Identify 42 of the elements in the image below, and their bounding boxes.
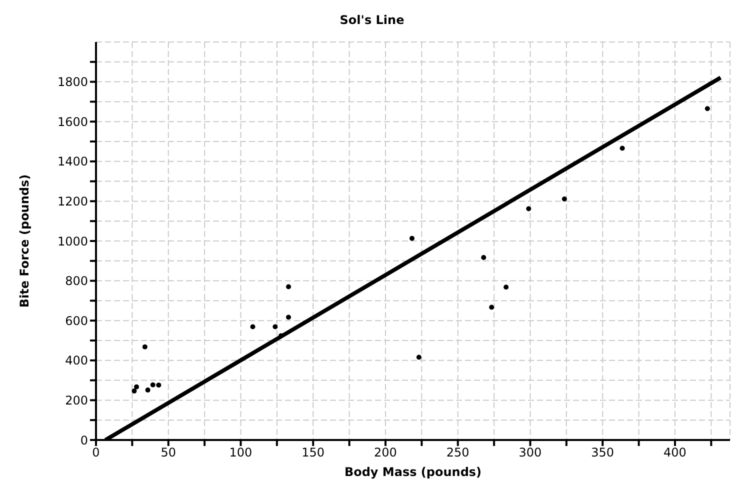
point (286, 284, 292, 290)
y-tick-label: 600 (65, 314, 88, 328)
point (416, 354, 422, 360)
x-tick-label: 250 (446, 446, 470, 460)
y-tick-label: 1000 (57, 234, 88, 248)
point (704, 106, 710, 112)
point (132, 388, 137, 394)
y-tick-label: 1800 (57, 75, 88, 90)
y-tick-label: 400 (65, 354, 88, 368)
x-tick-label: 300 (518, 446, 542, 460)
y-axis-title: Bite Force (pounds) (17, 174, 32, 308)
y-tick-label: 1200 (57, 194, 88, 208)
x-tick-label: 50 (160, 446, 176, 460)
point (250, 324, 256, 330)
y-tick-label: 1400 (57, 154, 88, 169)
point (272, 324, 278, 330)
point (278, 333, 284, 338)
x-tick-label: 200 (374, 446, 397, 460)
point (562, 196, 567, 202)
point (481, 255, 486, 260)
point (145, 388, 150, 393)
chart-title: Sol's Line (338, 12, 406, 29)
x-tick-label: 400 (664, 446, 686, 460)
x-axis-title: Body Mass (pounds) (344, 465, 482, 479)
point (142, 344, 148, 350)
point (489, 304, 494, 310)
y-tick-label: 0 (80, 433, 88, 448)
x-tick-label: 350 (591, 446, 614, 460)
y-tick-label: 800 (65, 274, 88, 288)
point (286, 314, 292, 320)
point (504, 284, 509, 290)
point (620, 146, 625, 151)
point (409, 236, 414, 241)
x-tick-label: 0 (92, 446, 100, 460)
x-tick-label: 150 (302, 446, 325, 460)
x-tick-label: 100 (229, 446, 252, 460)
point (156, 382, 162, 388)
point (526, 206, 532, 212)
point (150, 382, 156, 388)
y-tick-label: 1600 (57, 114, 88, 129)
y-tick-label: 200 (65, 393, 88, 408)
point (134, 384, 140, 390)
